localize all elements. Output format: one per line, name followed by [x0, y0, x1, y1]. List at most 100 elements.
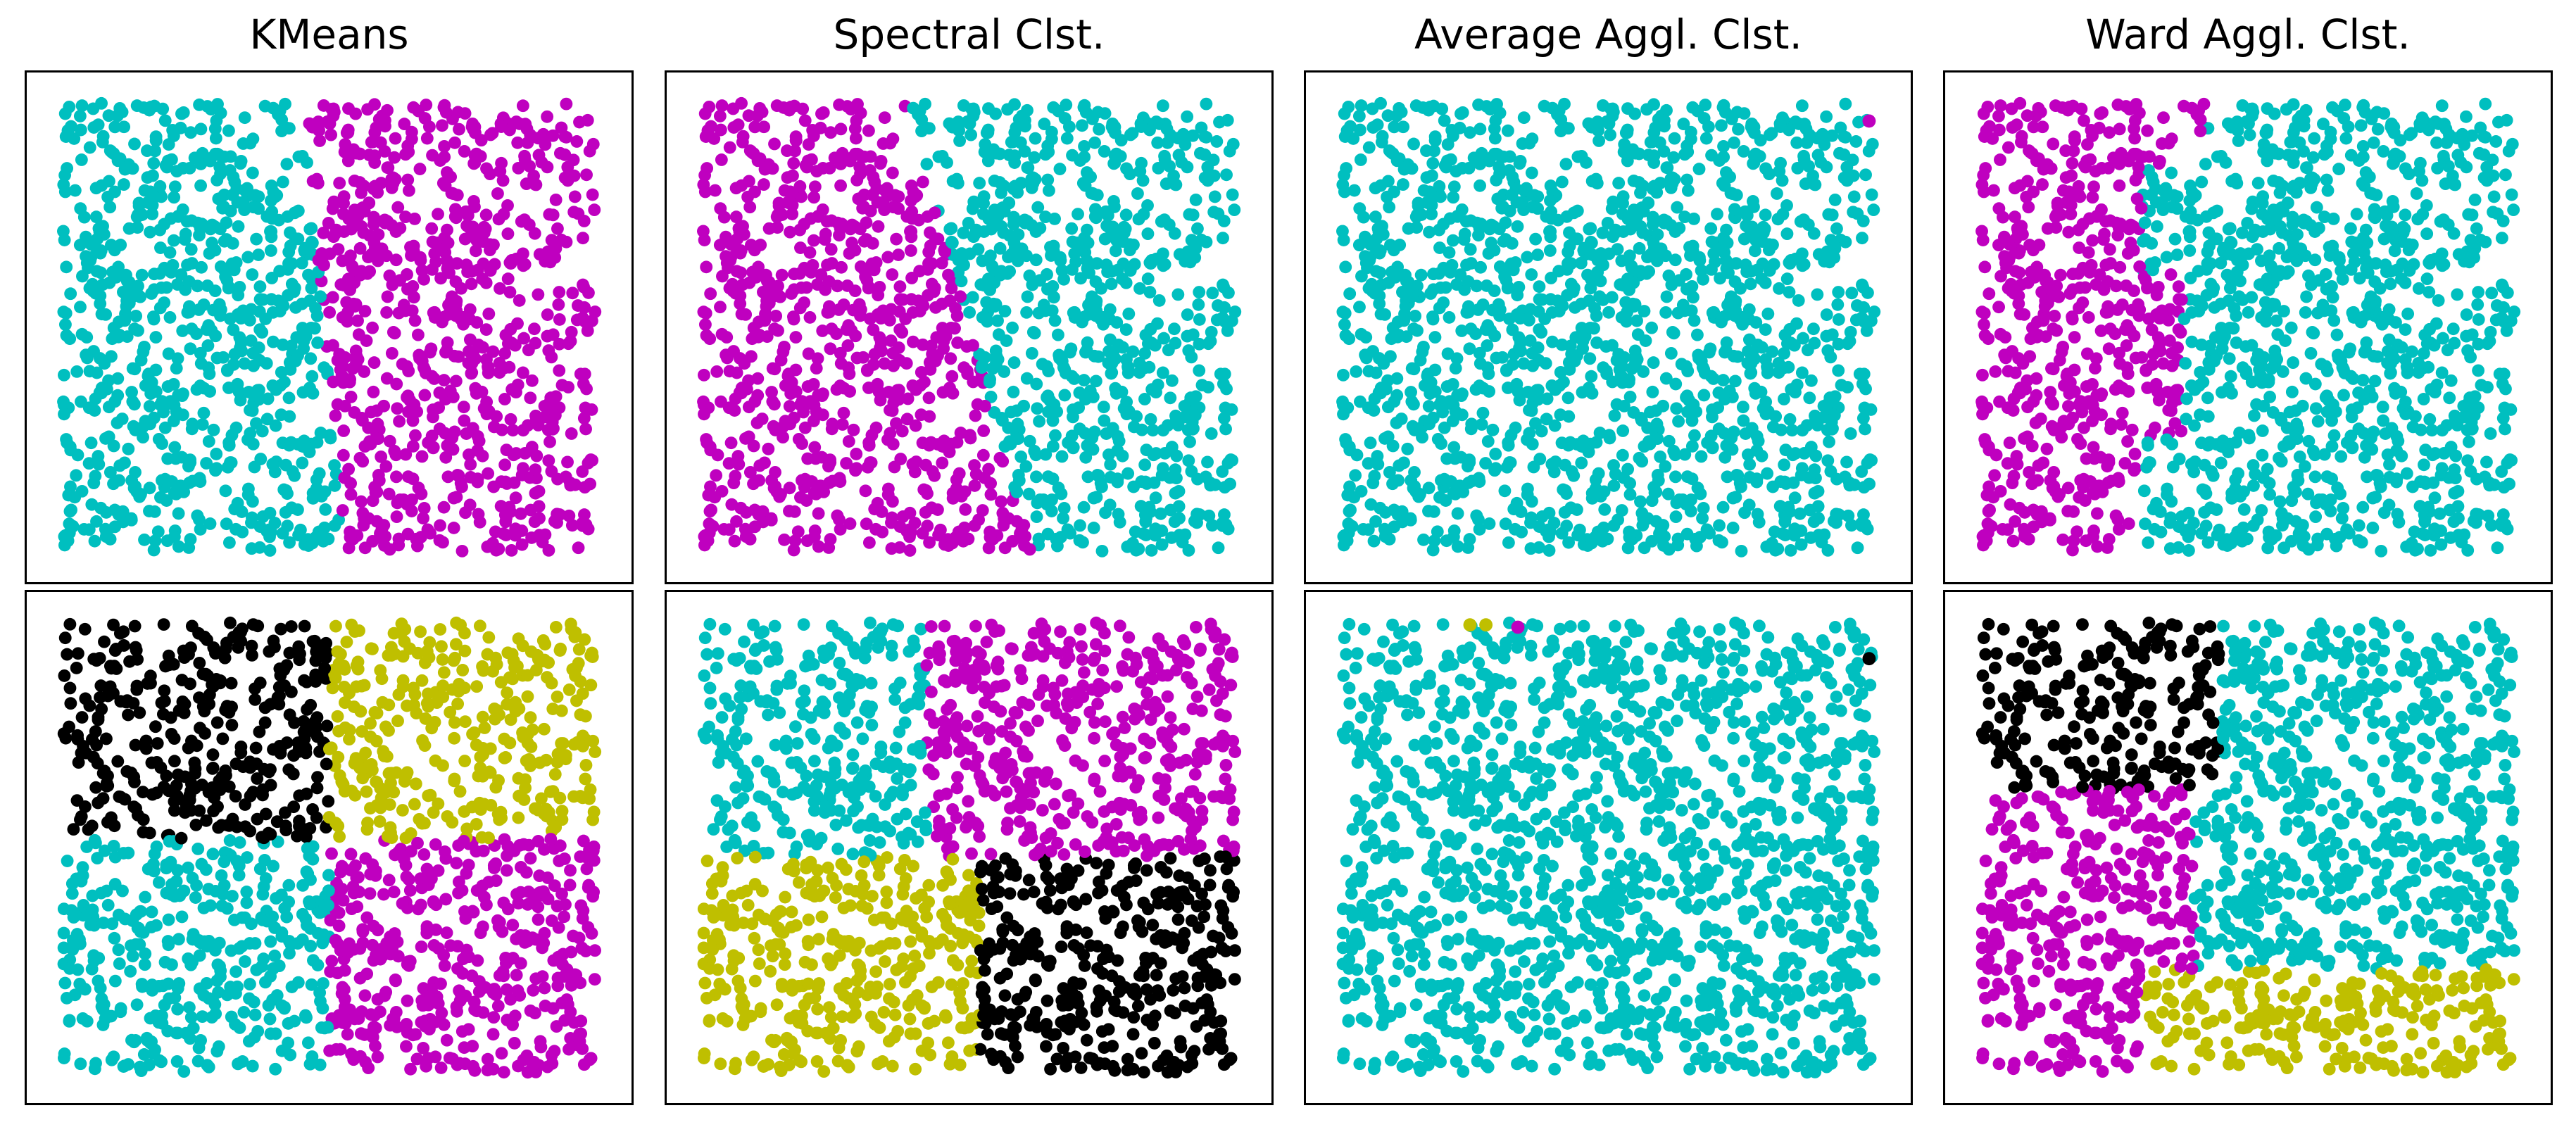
- scatter-point: [2351, 401, 2364, 415]
- scatter-point: [143, 481, 156, 495]
- scatter-point: [1584, 282, 1597, 295]
- scatter-point: [1680, 282, 1693, 296]
- scatter-point: [1143, 286, 1157, 298]
- scatter-point: [1373, 297, 1386, 310]
- scatter-point: [1789, 447, 1802, 460]
- scatter-point: [1828, 193, 1842, 206]
- scatter-point: [1386, 321, 1400, 334]
- scatter-point: [1706, 410, 1719, 424]
- scatter-point: [929, 354, 942, 367]
- scatter-point: [1780, 272, 1794, 285]
- scatter-point: [1405, 362, 1419, 375]
- scatter-point: [1388, 503, 1401, 517]
- scatter-point: [1137, 208, 1150, 221]
- scatter-point: [1053, 348, 1066, 362]
- scatter-point: [834, 179, 848, 192]
- scatter-point: [989, 298, 1003, 311]
- scatter-point: [1668, 132, 1681, 145]
- scatter-point: [238, 111, 251, 125]
- scatter-point: [1388, 120, 1401, 134]
- scatter-point: [873, 331, 886, 344]
- scatter-point: [161, 534, 174, 548]
- scatter-point: [1590, 336, 1604, 349]
- scatter-point: [256, 326, 269, 339]
- scatter-point: [1435, 437, 1447, 451]
- scatter-point: [1397, 120, 1410, 134]
- scatter-point: [704, 287, 717, 301]
- scatter-point: [878, 357, 891, 370]
- scatter-point: [2399, 323, 2412, 336]
- scatter-point: [1759, 408, 1773, 421]
- scatter-point: [998, 440, 1012, 453]
- scatter-point: [1647, 149, 1661, 163]
- scatter-point: [808, 441, 822, 454]
- scatter-point: [411, 328, 425, 341]
- scatter-point: [1472, 98, 1485, 111]
- scatter-point: [1062, 436, 1075, 449]
- scatter-point: [965, 128, 978, 141]
- scatter-point: [1221, 456, 1235, 470]
- scatter-point: [815, 107, 828, 120]
- scatter-point: [1609, 223, 1622, 237]
- scatter-point: [937, 334, 950, 348]
- scatter-point: [479, 208, 493, 222]
- scatter-point: [513, 294, 526, 307]
- scatter-point: [541, 329, 554, 343]
- scatter-point: [464, 458, 477, 471]
- scatter-point: [451, 257, 463, 270]
- scatter-point: [774, 353, 788, 367]
- scatter-point: [1435, 102, 1449, 115]
- scatter-point: [2302, 269, 2315, 282]
- scatter-point: [1350, 365, 1363, 378]
- scatter-point: [1422, 481, 1435, 495]
- scatter-point: [2066, 543, 2079, 557]
- scatter-point: [1741, 356, 1754, 370]
- scatter-point: [280, 158, 294, 171]
- scatter-point: [172, 540, 185, 553]
- scatter-point: [697, 398, 710, 412]
- scatter-point: [562, 381, 575, 393]
- scatter-point: [1664, 181, 1678, 194]
- scatter-point: [577, 232, 589, 245]
- scatter-point: [1711, 208, 1723, 221]
- scatter-point: [335, 361, 348, 374]
- scatter-point: [1470, 509, 1483, 522]
- scatter-point: [848, 284, 862, 298]
- scatter-point: [402, 405, 415, 419]
- scatter-point: [1020, 372, 1033, 385]
- scatter-point: [424, 527, 437, 540]
- scatter-point: [226, 189, 239, 201]
- scatter-point: [1009, 241, 1022, 254]
- scatter-point: [807, 378, 820, 391]
- scatter-point: [1355, 484, 1368, 498]
- scatter-point: [788, 505, 801, 518]
- title-ward-aggl: Ward Aggl. Clst.: [2085, 11, 2411, 58]
- scatter-point: [1438, 421, 1451, 434]
- scatter-point: [439, 106, 453, 119]
- scatter-point: [1438, 114, 1451, 127]
- scatter-point: [1057, 512, 1070, 525]
- scatter-point: [245, 542, 258, 555]
- scatter-point: [1692, 163, 1706, 175]
- scatter-point: [2201, 536, 2215, 549]
- scatter-point: [138, 184, 151, 197]
- scatter-point: [1725, 431, 1738, 444]
- scatter-kmeans-row-1: [56, 96, 602, 558]
- scatter-point: [114, 239, 127, 251]
- scatter-point: [2103, 126, 2116, 139]
- scatter-point: [1680, 267, 1692, 281]
- scatter-point: [488, 258, 501, 271]
- scatter-point: [317, 226, 330, 239]
- scatter-point: [194, 179, 208, 192]
- scatter-point: [1625, 260, 1638, 273]
- scatter-point: [1471, 303, 1485, 316]
- scatter-point: [172, 507, 185, 520]
- scatter-point: [1062, 120, 1076, 133]
- scatter-point: [1784, 543, 1797, 557]
- scatter-point: [402, 184, 415, 197]
- scatter-point: [115, 413, 129, 425]
- scatter-point: [1362, 523, 1375, 536]
- scatter-point: [217, 351, 230, 364]
- scatter-point: [822, 300, 836, 313]
- scatter-point: [788, 283, 800, 296]
